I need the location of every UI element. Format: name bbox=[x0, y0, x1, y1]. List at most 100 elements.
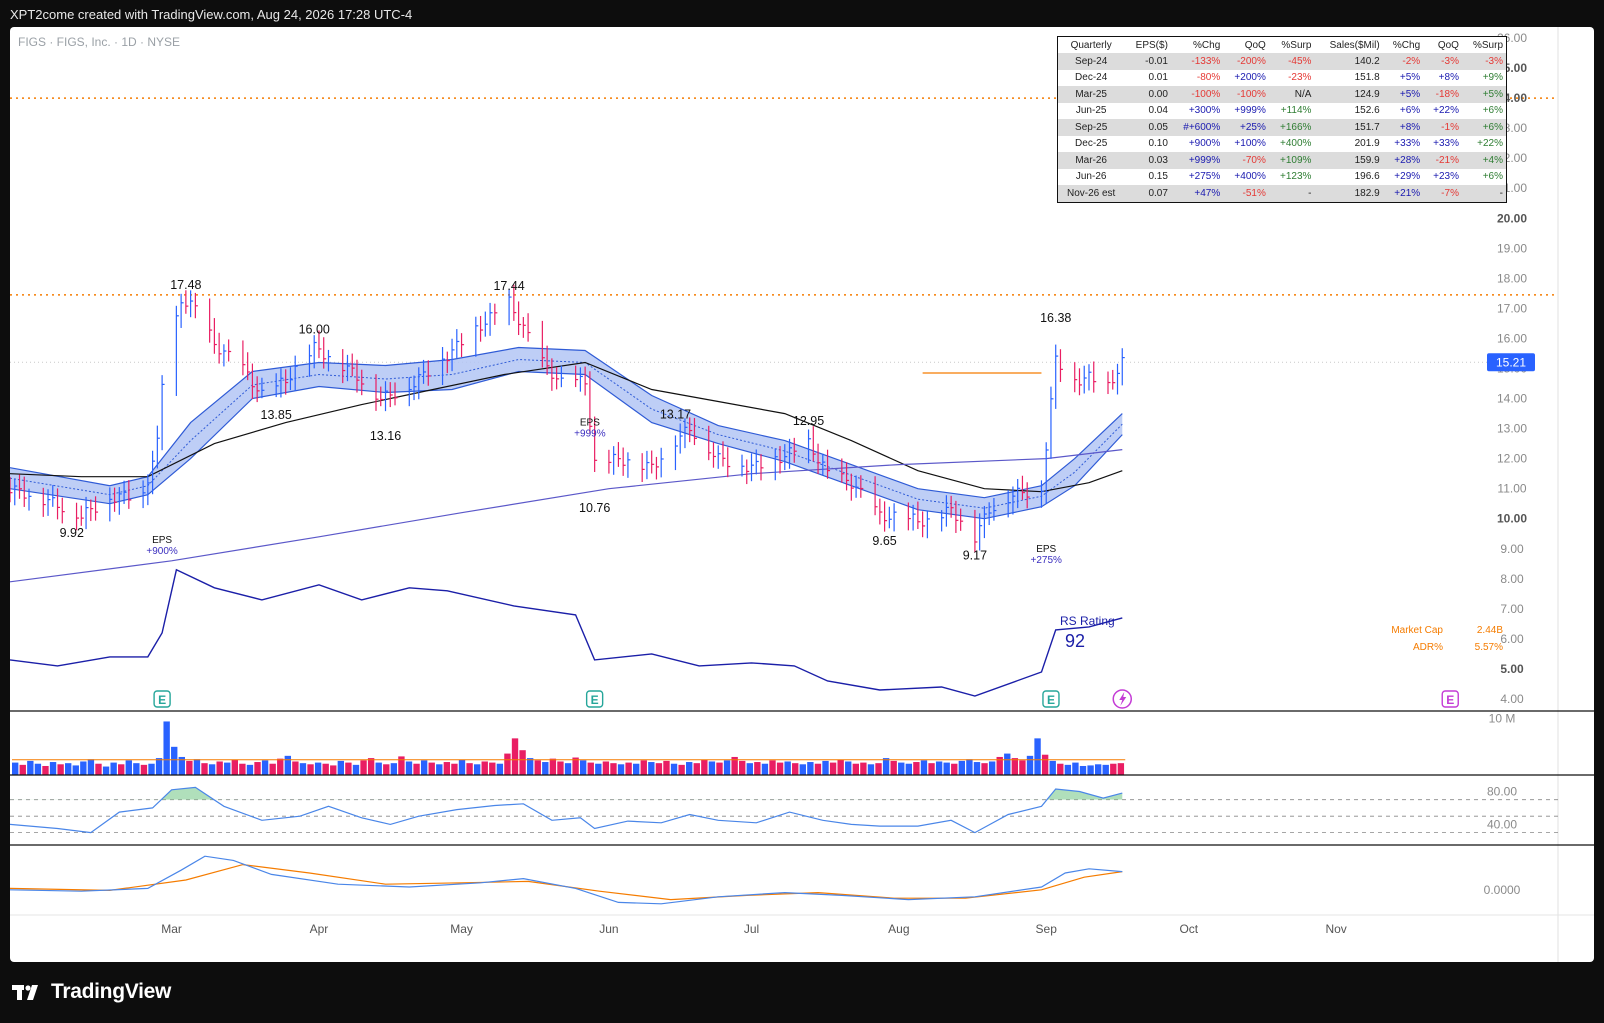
volume-bar bbox=[951, 764, 957, 775]
price-annotation: 17.48 bbox=[170, 278, 201, 292]
volume-bar bbox=[633, 764, 639, 775]
volume-bar bbox=[603, 761, 609, 775]
volume-bar bbox=[224, 763, 230, 775]
market-cap-label: Market Cap bbox=[1391, 625, 1443, 636]
price-annotation: 13.85 bbox=[261, 408, 292, 422]
macd-pane: 0.0000 bbox=[10, 845, 1594, 915]
earnings-table-cell: -100% bbox=[1223, 86, 1269, 103]
volume-bar bbox=[974, 762, 980, 775]
price-annotation: 13.16 bbox=[370, 429, 401, 443]
earnings-table-cell: -45% bbox=[1269, 53, 1315, 70]
volume-bar bbox=[535, 760, 541, 775]
earnings-table-cell: +28% bbox=[1383, 152, 1424, 169]
rsi-tick-label: 80.00 bbox=[1487, 784, 1517, 798]
volume-bar bbox=[27, 761, 33, 775]
volume-bar bbox=[845, 761, 851, 775]
earnings-table-cell: 182.9 bbox=[1314, 185, 1382, 202]
volume-bar bbox=[489, 763, 495, 775]
macd-line bbox=[10, 856, 1122, 904]
earnings-table-cell: +8% bbox=[1383, 119, 1424, 136]
tradingview-logo-icon bbox=[12, 983, 44, 1001]
volume-bar bbox=[95, 764, 101, 775]
volume-bar bbox=[1057, 764, 1063, 775]
earnings-table-row: Mar-25 0.00 -100% -100% N/A 124.9 +5% -18% +5% bbox=[1058, 86, 1507, 103]
price-annotation: 9.65 bbox=[872, 534, 896, 548]
volume-bar bbox=[648, 762, 654, 775]
earnings-table-row: Jun-26 0.15 +275% +400% +123% 196.6 +29% +23% +6… bbox=[1058, 169, 1507, 186]
earnings-table-cell: +400% bbox=[1269, 136, 1315, 153]
price-annotation: 16.00 bbox=[299, 322, 330, 336]
earnings-table-cell: Sep-24 bbox=[1058, 53, 1125, 70]
earnings-table-cell: +9% bbox=[1462, 70, 1507, 87]
earnings-table-cell: +6% bbox=[1462, 169, 1507, 186]
price-tick-label: 12.00 bbox=[1497, 452, 1527, 466]
price-annotation: 9.92 bbox=[60, 526, 84, 540]
earnings-table-cell: +6% bbox=[1383, 103, 1424, 120]
volume-bar bbox=[88, 759, 94, 775]
earnings-table-cell: Mar-25 bbox=[1058, 86, 1125, 103]
volume-bar bbox=[254, 762, 260, 775]
earnings-table-header-cell: Quarterly bbox=[1058, 37, 1125, 54]
earnings-table-header-cell: QoQ bbox=[1423, 37, 1462, 54]
volume-bar bbox=[580, 760, 586, 775]
volume-bar bbox=[1087, 765, 1093, 775]
earnings-table-cell: +900% bbox=[1171, 136, 1223, 153]
earnings-table-cell: +5% bbox=[1383, 70, 1424, 87]
price-tick-label: 19.00 bbox=[1497, 241, 1527, 255]
rsi-overbought-fill bbox=[10, 787, 1122, 832]
eps-label-change: +900% bbox=[146, 546, 178, 557]
rs-line-path bbox=[10, 570, 1122, 696]
earnings-table-cell: +5% bbox=[1462, 86, 1507, 103]
earnings-icon[interactable]: E bbox=[587, 691, 603, 707]
volume-bar bbox=[588, 763, 594, 775]
rs-rating-label: RS Rating bbox=[1060, 614, 1115, 628]
volume-bar bbox=[232, 760, 238, 775]
price-tick-label: 14.00 bbox=[1497, 392, 1527, 406]
earnings-icon[interactable]: E bbox=[1442, 691, 1458, 707]
chart-panel[interactable]: 17.48 17.44 16.00 16.38 13.17 12.95 13.85 13.16… bbox=[10, 27, 1594, 962]
volume-bar bbox=[459, 760, 465, 775]
volume-bar bbox=[906, 764, 912, 775]
volume-bar bbox=[1065, 765, 1071, 775]
volume-bar bbox=[118, 764, 124, 775]
earnings-table-cell: N/A bbox=[1269, 86, 1315, 103]
earnings-table-cell: -3% bbox=[1423, 53, 1462, 70]
earnings-table-cell: Jun-25 bbox=[1058, 103, 1125, 120]
adr-value: 5.57% bbox=[1475, 642, 1503, 653]
volume-bar bbox=[42, 766, 48, 775]
rsi-pane: 80.0040.00 bbox=[10, 775, 1594, 833]
volume-bar bbox=[133, 763, 139, 775]
volume-bar bbox=[754, 762, 760, 775]
stats-overlay: RS Rating 92 Market Cap 2.44B ADR% 5.57% bbox=[1060, 614, 1503, 653]
tradingview-brand[interactable]: TradingView bbox=[12, 980, 171, 1004]
month-label: Oct bbox=[1179, 922, 1198, 936]
earnings-table-cell: Dec-25 bbox=[1058, 136, 1125, 153]
volume-bar bbox=[330, 765, 336, 775]
earnings-table-header-cell: EPS($) bbox=[1124, 37, 1171, 54]
volume-bar bbox=[406, 761, 412, 775]
macd-tick-label: 0.0000 bbox=[1484, 883, 1521, 897]
month-label: Mar bbox=[161, 922, 182, 936]
volume-bar bbox=[815, 764, 821, 775]
earnings-table-cell: +166% bbox=[1269, 119, 1315, 136]
volume-bar bbox=[1103, 765, 1109, 775]
earnings-table-header: Quarterly EPS($) %Chg QoQ %Surp Sales($Mil) %C… bbox=[1058, 37, 1507, 54]
volume-bar bbox=[875, 763, 881, 775]
volume-pane: 10 M bbox=[10, 711, 1594, 775]
volume-bar bbox=[482, 761, 488, 775]
earnings-table-cell: +400% bbox=[1223, 169, 1269, 186]
earnings-table-header-cell: Sales($Mil) bbox=[1314, 37, 1382, 54]
volume-bar bbox=[20, 765, 26, 775]
earnings-table-cell: +999% bbox=[1171, 152, 1223, 169]
earnings-table-header-cell: %Surp bbox=[1462, 37, 1507, 54]
earnings-icon[interactable]: E bbox=[154, 691, 170, 707]
volume-bar bbox=[981, 763, 987, 775]
volume-bar bbox=[625, 763, 631, 775]
earnings-icon[interactable]: E bbox=[1043, 691, 1059, 707]
volume-bar bbox=[292, 761, 298, 775]
volume-bar bbox=[421, 760, 427, 775]
earnings-table: Quarterly EPS($) %Chg QoQ %Surp Sales($Mil) %C… bbox=[1057, 36, 1507, 203]
volume-bar bbox=[1004, 754, 1010, 775]
volume-bar bbox=[913, 762, 919, 775]
earnings-table-header-cell: %Surp bbox=[1269, 37, 1315, 54]
